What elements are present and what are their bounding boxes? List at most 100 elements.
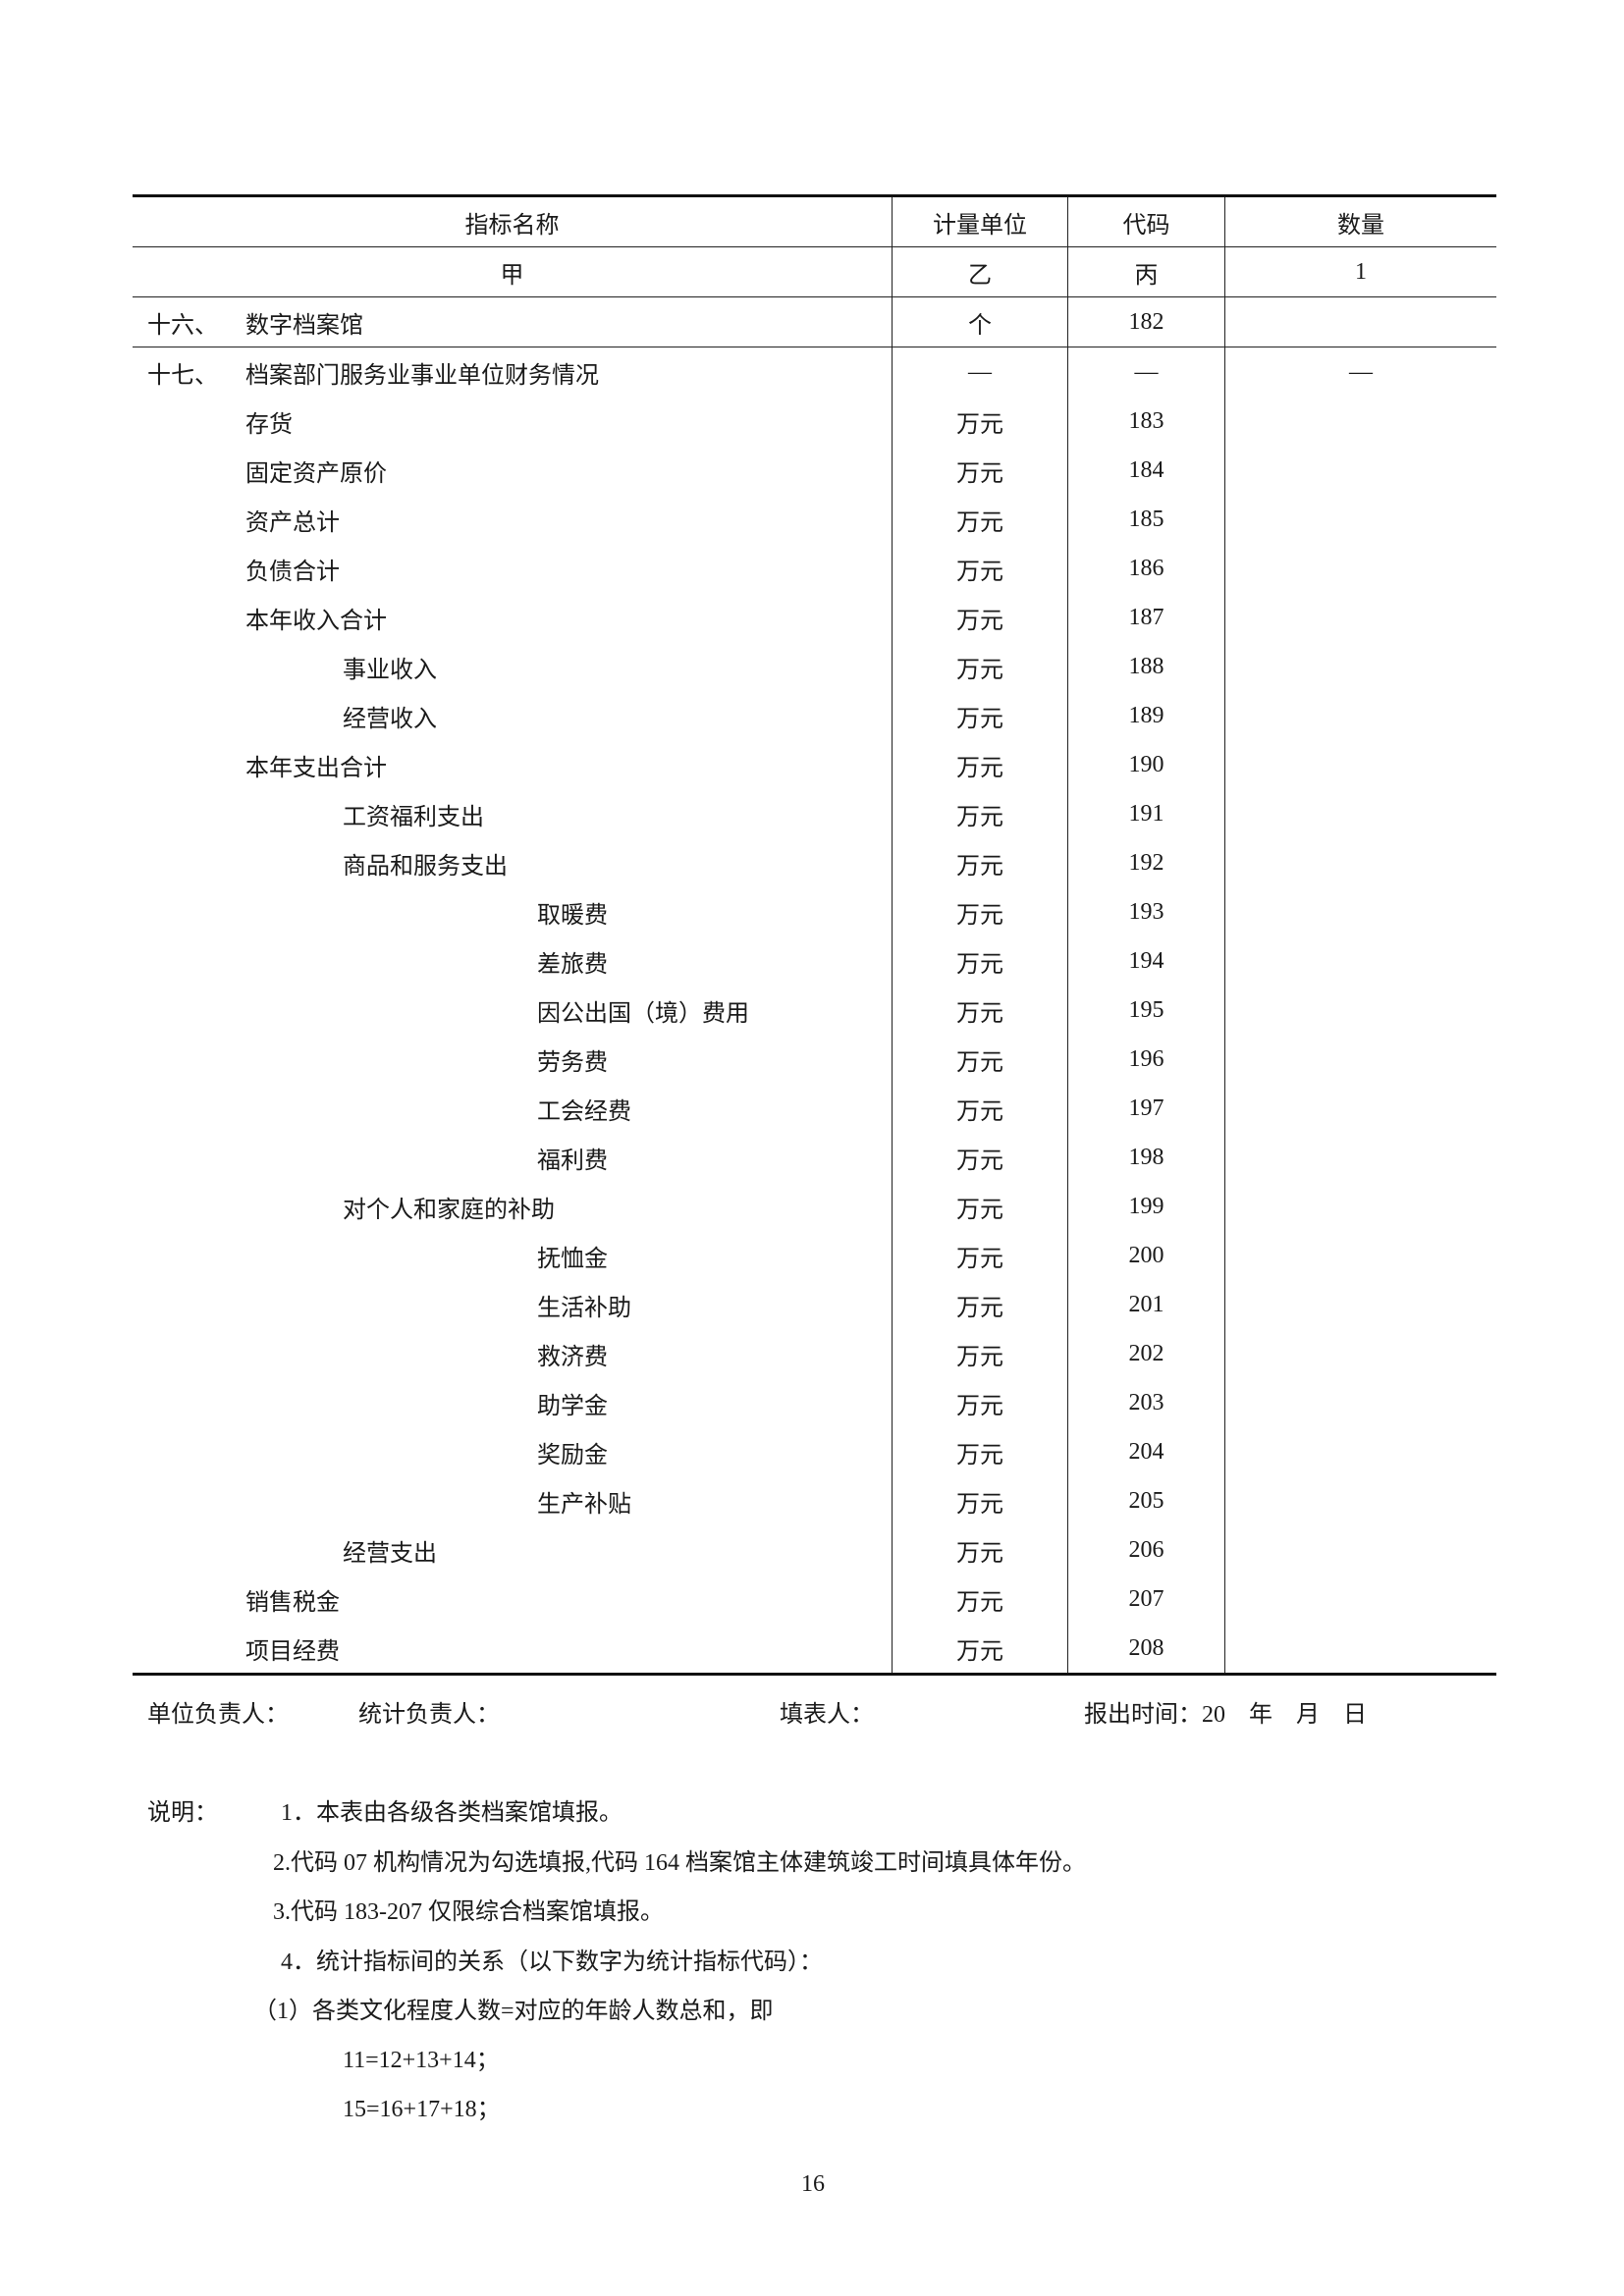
indicator-name-cell: 抚恤金 [133, 1231, 892, 1280]
indicator-name-cell: 销售税金 [133, 1575, 892, 1624]
quantity-cell[interactable] [1224, 986, 1496, 1035]
quantity-cell[interactable] [1224, 1476, 1496, 1525]
unit-cell: 万元 [892, 593, 1067, 642]
table-row: 资产总计 万元 185 [133, 495, 1496, 544]
quantity-cell[interactable] [1224, 1280, 1496, 1329]
code-cell: 204 [1067, 1427, 1224, 1476]
table-row: 经营收入 万元 189 [133, 691, 1496, 740]
code-cell: 196 [1067, 1035, 1224, 1084]
unit-cell: 万元 [892, 691, 1067, 740]
subheader-bing: 丙 [1067, 247, 1224, 296]
unit-cell: 万元 [892, 495, 1067, 544]
unit-cell: 万元 [892, 936, 1067, 986]
indicator-name-cell: 工会经费 [133, 1084, 892, 1133]
note-item: （1）各类文化程度人数=对应的年龄人数总和，即 [253, 1999, 774, 2024]
code-cell: 191 [1067, 789, 1224, 838]
subheader-yi: 乙 [892, 247, 1067, 296]
quantity-cell[interactable] [1224, 1525, 1496, 1575]
quantity-cell[interactable] [1224, 544, 1496, 593]
quantity-cell[interactable] [1224, 1182, 1496, 1231]
table-row: 商品和服务支出 万元 192 [133, 838, 1496, 887]
quantity-cell[interactable] [1224, 297, 1496, 347]
indicator-name: 存货 [245, 411, 293, 438]
code-cell: 205 [1067, 1476, 1224, 1525]
indicator-name-cell: 奖励金 [133, 1427, 892, 1476]
unit-cell: 万元 [892, 1133, 1067, 1182]
quantity-cell[interactable] [1224, 838, 1496, 887]
quantity-cell[interactable] [1224, 593, 1496, 642]
code-cell: 198 [1067, 1133, 1224, 1182]
quantity-cell[interactable] [1224, 789, 1496, 838]
quantity-cell[interactable] [1224, 446, 1496, 495]
notes-label: 说明： [147, 1800, 218, 1826]
unit-cell: 万元 [892, 1084, 1067, 1133]
quantity-cell[interactable] [1224, 1035, 1496, 1084]
indicator-name: 本年支出合计 [245, 755, 387, 781]
quantity-cell[interactable] [1224, 887, 1496, 936]
table-row: 取暖费 万元 193 [133, 887, 1496, 936]
unit-cell: 万元 [892, 1280, 1067, 1329]
quantity-cell[interactable] [1224, 1378, 1496, 1427]
unit-cell: 万元 [892, 1476, 1067, 1525]
indicator-name: 救济费 [537, 1344, 608, 1370]
indicator-name: 经营支出 [343, 1540, 437, 1567]
unit-cell: 万元 [892, 740, 1067, 789]
unit-cell: 万元 [892, 446, 1067, 495]
table-row: 工资福利支出 万元 191 [133, 789, 1496, 838]
subheader-1: 1 [1224, 247, 1496, 296]
indicator-name-cell: 负债合计 [133, 544, 892, 593]
quantity-cell[interactable] [1224, 1329, 1496, 1378]
quantity-cell[interactable] [1224, 936, 1496, 986]
code-cell: 195 [1067, 986, 1224, 1035]
table-row: 本年收入合计 万元 187 [133, 593, 1496, 642]
quantity-cell[interactable]: — [1224, 347, 1496, 397]
quantity-cell[interactable] [1224, 740, 1496, 789]
code-cell: 203 [1067, 1378, 1224, 1427]
table-row: 负债合计 万元 186 [133, 544, 1496, 593]
indicator-name-cell: 因公出国（境）费用 [133, 986, 892, 1035]
code-cell: 182 [1067, 297, 1224, 347]
unit-cell: 万元 [892, 986, 1067, 1035]
table-row: 工会经费 万元 197 [133, 1084, 1496, 1133]
indicator-name: 对个人和家庭的补助 [343, 1197, 555, 1223]
table-row: 对个人和家庭的补助 万元 199 [133, 1182, 1496, 1231]
indicator-name: 档案部门服务业事业单位财务情况 [245, 362, 599, 389]
unit-cell: 万元 [892, 1182, 1067, 1231]
code-cell: 207 [1067, 1575, 1224, 1624]
unit-cell: 万元 [892, 1378, 1067, 1427]
unit-cell: 万元 [892, 1624, 1067, 1673]
quantity-cell[interactable] [1224, 1624, 1496, 1673]
table-row: 生活补助 万元 201 [133, 1280, 1496, 1329]
quantity-cell[interactable] [1224, 1427, 1496, 1476]
indicator-name: 商品和服务支出 [343, 853, 508, 880]
quantity-cell[interactable] [1224, 1231, 1496, 1280]
quantity-cell[interactable] [1224, 495, 1496, 544]
indicator-name-cell: 劳务费 [133, 1035, 892, 1084]
code-cell: 183 [1067, 397, 1224, 446]
indicator-name: 工资福利支出 [343, 804, 484, 830]
quantity-cell[interactable] [1224, 691, 1496, 740]
indicator-name-cell: 经营支出 [133, 1525, 892, 1575]
unit-cell: 万元 [892, 838, 1067, 887]
quantity-cell[interactable] [1224, 1133, 1496, 1182]
code-cell: 193 [1067, 887, 1224, 936]
table-row: 生产补贴 万元 205 [133, 1476, 1496, 1525]
indicator-name: 资产总计 [245, 509, 340, 536]
code-cell: 190 [1067, 740, 1224, 789]
quantity-cell[interactable] [1224, 1084, 1496, 1133]
table-row: 存货 万元 183 [133, 397, 1496, 446]
table-subheader-row: 甲 乙 丙 1 [133, 247, 1496, 297]
note-item: 1．本表由各级各类档案馆填报。 [281, 1800, 623, 1826]
indicator-name: 差旅费 [537, 951, 608, 978]
indicator-name-cell: 生活补助 [133, 1280, 892, 1329]
table-row: 销售税金 万元 207 [133, 1575, 1496, 1624]
table-header-row: 指标名称 计量单位 代码 数量 [133, 197, 1496, 247]
quantity-cell[interactable] [1224, 1575, 1496, 1624]
indicator-name: 负债合计 [245, 559, 340, 585]
quantity-cell[interactable] [1224, 642, 1496, 691]
note-item: 3.代码 183-207 仅限综合档案馆填报。 [273, 1899, 664, 1925]
table-row: 奖励金 万元 204 [133, 1427, 1496, 1476]
unit-cell: 万元 [892, 397, 1067, 446]
quantity-cell[interactable] [1224, 397, 1496, 446]
table-row: 十六、 数字档案馆个 182 [133, 297, 1496, 347]
